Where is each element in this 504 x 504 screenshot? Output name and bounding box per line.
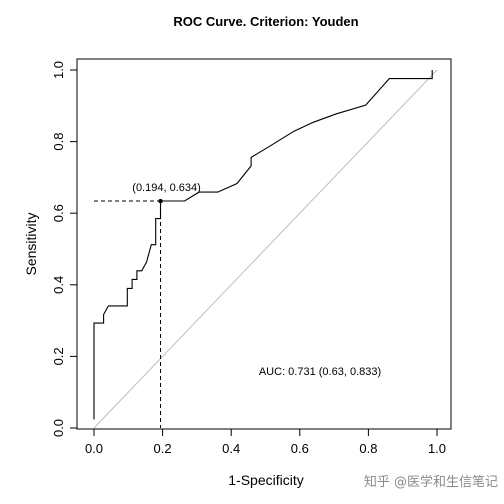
x-axis-label: 1-Specificity: [228, 472, 303, 488]
x-tick-label: 1.0: [428, 441, 446, 456]
x-tick-label: 0.0: [85, 441, 103, 456]
chart-title: ROC Curve. Criterion: Youden: [173, 14, 358, 29]
y-tick-label: 0.6: [51, 204, 66, 222]
cutoff-label: (0.194, 0.634): [132, 182, 201, 194]
x-tick-label: 0.8: [359, 441, 377, 456]
y-axis: 0.0 0.2 0.4 0.6 0.8 1.0: [51, 61, 77, 437]
x-tick-label: 0.6: [291, 441, 309, 456]
auc-label: AUC: 0.731 (0.63, 0.833): [259, 366, 381, 378]
y-tick-label: 1.0: [51, 61, 66, 79]
y-tick-label: 0.0: [51, 419, 66, 437]
roc-curve: [93, 70, 433, 420]
y-axis-label: Sensitivity: [23, 212, 39, 275]
y-tick-label: 0.4: [51, 276, 66, 294]
reference-diagonal: [93, 69, 438, 429]
x-tick-label: 0.4: [222, 441, 240, 456]
x-axis: 0.0 0.2 0.4 0.6 0.8 1.0: [85, 429, 446, 456]
watermark: 知乎 @医学和生信笔记: [364, 474, 498, 490]
plot-box: [76, 58, 452, 430]
y-tick-label: 0.8: [51, 133, 66, 151]
cutoff-point: [158, 198, 163, 204]
y-tick-label: 0.2: [51, 347, 66, 365]
x-tick-label: 0.2: [154, 441, 172, 456]
